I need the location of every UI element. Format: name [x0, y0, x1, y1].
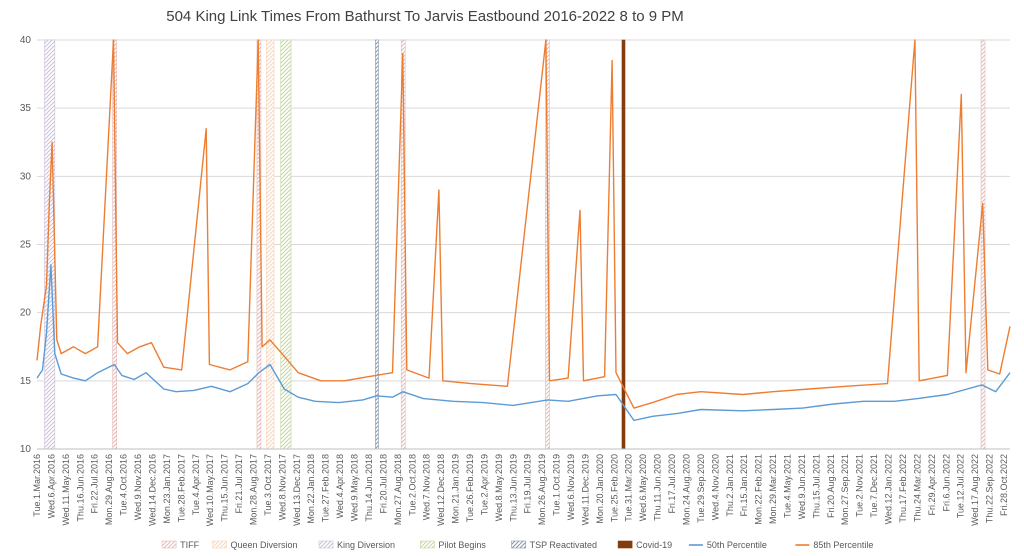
x-tick-label: Mon.28.Aug.2017	[248, 454, 258, 525]
x-tick-label: Fri.28.Oct.2022	[999, 454, 1009, 516]
series-line-50th-percentile	[36, 264, 1011, 422]
x-tick-label: Wed.10.May.2017	[205, 454, 215, 526]
x-tick-label: Mon.26.Aug.2019	[537, 454, 547, 525]
legend-label-queen-diversion: Queen Diversion	[231, 540, 298, 550]
x-tick-label: Fri.19.Jul.2019	[523, 454, 533, 514]
legend-swatch-king-diversion	[318, 540, 334, 549]
x-tick-label: Fri.6.Jun.2022	[941, 454, 951, 512]
x-tick-label: Wed.8.May.2019	[494, 454, 504, 521]
legend-label-covid-19: Covid-19	[636, 540, 672, 550]
x-tick-label: Wed.12.Dec.2018	[436, 454, 446, 526]
x-tick-label: Mon.29.Mar.2021	[768, 454, 778, 524]
x-tick-label: Wed.6.May.2020	[638, 454, 648, 521]
x-tick-label: Wed.4.Apr.2018	[335, 454, 345, 518]
x-tick-label: Thu.22.Sep.2022	[985, 454, 995, 523]
x-tick-label: Thu.17.Feb.2022	[898, 454, 908, 523]
y-tick-label: 15	[20, 376, 32, 387]
event-band-queen-diversion	[266, 39, 275, 450]
x-tick-label: Fri.20.Aug.2021	[826, 454, 836, 518]
x-tick-label: Thu.13.Jun.2019	[508, 454, 518, 522]
x-tick-label: Wed.9.Nov.2016	[133, 454, 143, 520]
x-tick-label: Thu.24.Mar.2022	[912, 454, 922, 522]
x-tick-label: Fri.22.Jul.2016	[90, 454, 100, 514]
x-tick-label: Wed.6.Apr.2016	[46, 454, 56, 518]
x-tick-label: Mon.21.Jan.2019	[451, 454, 461, 524]
x-tick-label: Mon.24.Aug.2020	[681, 454, 691, 525]
x-tick-label: Tue.1.Oct.2019	[552, 454, 562, 516]
x-tick-label: Tue.12.Jul.2022	[956, 454, 966, 518]
x-tick-label: Mon.20.Jan.2020	[595, 454, 605, 524]
event-band-king-diversion	[44, 39, 56, 450]
chart-title: 504 King Link Times From Bathurst To Jar…	[166, 8, 684, 25]
x-tick-label: Tue.4.May.2021	[783, 454, 793, 518]
x-tick-label: Thu.14.Jun.2018	[364, 454, 374, 522]
x-tick-label: Fri.21.Jul.2017	[234, 454, 244, 514]
legend-label-pilot-begins: Pilot Begins	[438, 540, 486, 550]
legend-swatch-queen-diversion	[212, 540, 227, 549]
x-tick-label: Wed.11.Dec.2019	[580, 454, 590, 525]
x-tick-label: Tue.2.Oct.2018	[407, 454, 417, 516]
event-band-pilot-begins	[280, 39, 292, 450]
series-line-85th-percentile	[36, 39, 1011, 409]
legend-label-tsp-reactivated: TSP Reactivated	[530, 540, 597, 550]
x-tick-label: Wed.12.Jan.2022	[884, 454, 894, 524]
legend-swatch-covid-19	[617, 540, 633, 549]
y-tick-label: 25	[20, 240, 32, 251]
x-tick-label: Thu.15.Jun.2017	[220, 454, 230, 522]
x-tick-label: Mon.22.Jan.2018	[306, 454, 316, 524]
x-tick-label: Mon.27.Sep.2021	[840, 454, 850, 525]
x-tick-label: Wed.4.Nov.2020	[710, 454, 720, 520]
event-band-tsp-reactivated	[375, 39, 379, 450]
x-tick-label: Fri.20.Jul.2018	[378, 454, 388, 514]
x-tick-label: Mon.29.Aug.2016	[104, 454, 114, 525]
legend-label-50th-percentile: 50th Percentile	[707, 540, 767, 550]
x-tick-label: Wed.17.Aug.2022	[970, 454, 980, 526]
x-tick-label: Wed.7.Nov.2018	[422, 454, 432, 520]
x-tick-label: Tue.28.Feb.2017	[176, 454, 186, 522]
x-tick-label: Tue.2.Apr.2019	[479, 454, 489, 515]
x-tick-label: Thu.2.Jan.2021	[725, 454, 735, 517]
x-tick-label: Tue.25.Feb.2020	[609, 454, 619, 522]
legend-swatch-tsp-reactivated	[511, 540, 526, 549]
x-tick-label: Wed.8.Nov.2017	[277, 454, 287, 520]
x-tick-label: Fri.29.Apr.2022	[927, 454, 937, 516]
y-tick-label: 30	[20, 171, 32, 182]
legend-label-king-diversion: King Diversion	[337, 540, 395, 550]
x-tick-label: Wed.13.Dec.2017	[292, 454, 302, 526]
x-tick-label: Thu.15.Jul.2021	[811, 454, 821, 519]
x-tick-label: Tue.3.Oct.2017	[263, 454, 273, 516]
y-tick-label: 20	[20, 308, 32, 319]
x-tick-label: Thu.16.Jun.2016	[75, 454, 85, 522]
x-tick-label: Tue.1.Mar.2016	[32, 454, 42, 517]
y-tick-label: 40	[20, 35, 32, 46]
x-tick-label: Tue.2.Nov.2021	[855, 454, 865, 517]
x-tick-label: Wed.11.May.2016	[61, 454, 71, 526]
y-tick-label: 35	[20, 103, 32, 114]
x-tick-label: Tue.4.Apr.2017	[191, 454, 201, 515]
legend-swatch-tiff	[161, 540, 177, 549]
x-tick-label: Thu.11.Jun.2020	[653, 454, 663, 521]
x-tick-label: Wed.6.Nov.2019	[566, 454, 576, 520]
x-tick-label: Fri.15.Jan.2021	[739, 454, 749, 517]
y-tick-label: 10	[20, 444, 32, 455]
x-tick-label: Tue.27.Feb.2018	[321, 454, 331, 522]
legend-swatch-pilot-begins	[420, 540, 435, 549]
x-tick-label: Tue.4.Oct.2016	[119, 454, 129, 516]
x-tick-label: Wed.9.Jun.2021	[797, 454, 807, 519]
x-tick-label: Mon.23.Jan.2017	[162, 454, 172, 524]
x-tick-label: Mon.27.Aug.2018	[393, 454, 403, 525]
x-tick-label: Wed.9.May.2018	[350, 454, 360, 521]
x-tick-label: Mon.22.Feb.2021	[754, 454, 764, 525]
x-tick-label: Tue.29.Sep.2020	[696, 454, 706, 523]
x-tick-label: Tue.26.Feb.2019	[465, 454, 475, 522]
legend-label-85th-percentile: 85th Percentile	[813, 540, 873, 550]
legend-label-tiff: TIFF	[180, 540, 199, 550]
x-tick-label: Wed.14.Dec.2016	[147, 454, 157, 526]
x-tick-label: Tue.7.Dec.2021	[869, 454, 879, 518]
x-tick-label: Tue.31.Mar.2020	[624, 454, 634, 522]
x-tick-label: Fri.17.Jul.2020	[667, 454, 677, 514]
